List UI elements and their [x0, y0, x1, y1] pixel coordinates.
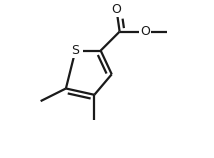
Text: S: S — [71, 44, 79, 57]
Text: O: O — [111, 3, 121, 16]
Text: O: O — [140, 25, 150, 38]
